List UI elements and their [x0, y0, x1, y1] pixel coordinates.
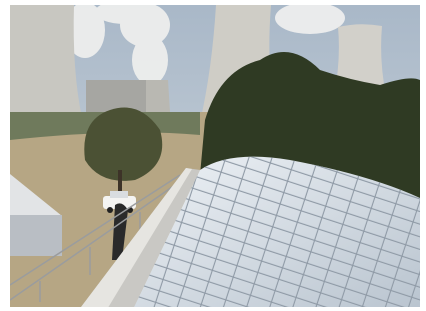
small-tower — [143, 80, 170, 112]
page — [0, 0, 426, 311]
photo — [0, 0, 426, 311]
shed-wall — [10, 215, 62, 256]
tree-trunk — [118, 170, 122, 194]
scene — [10, 0, 420, 311]
cooling-tower-left — [10, 5, 82, 118]
